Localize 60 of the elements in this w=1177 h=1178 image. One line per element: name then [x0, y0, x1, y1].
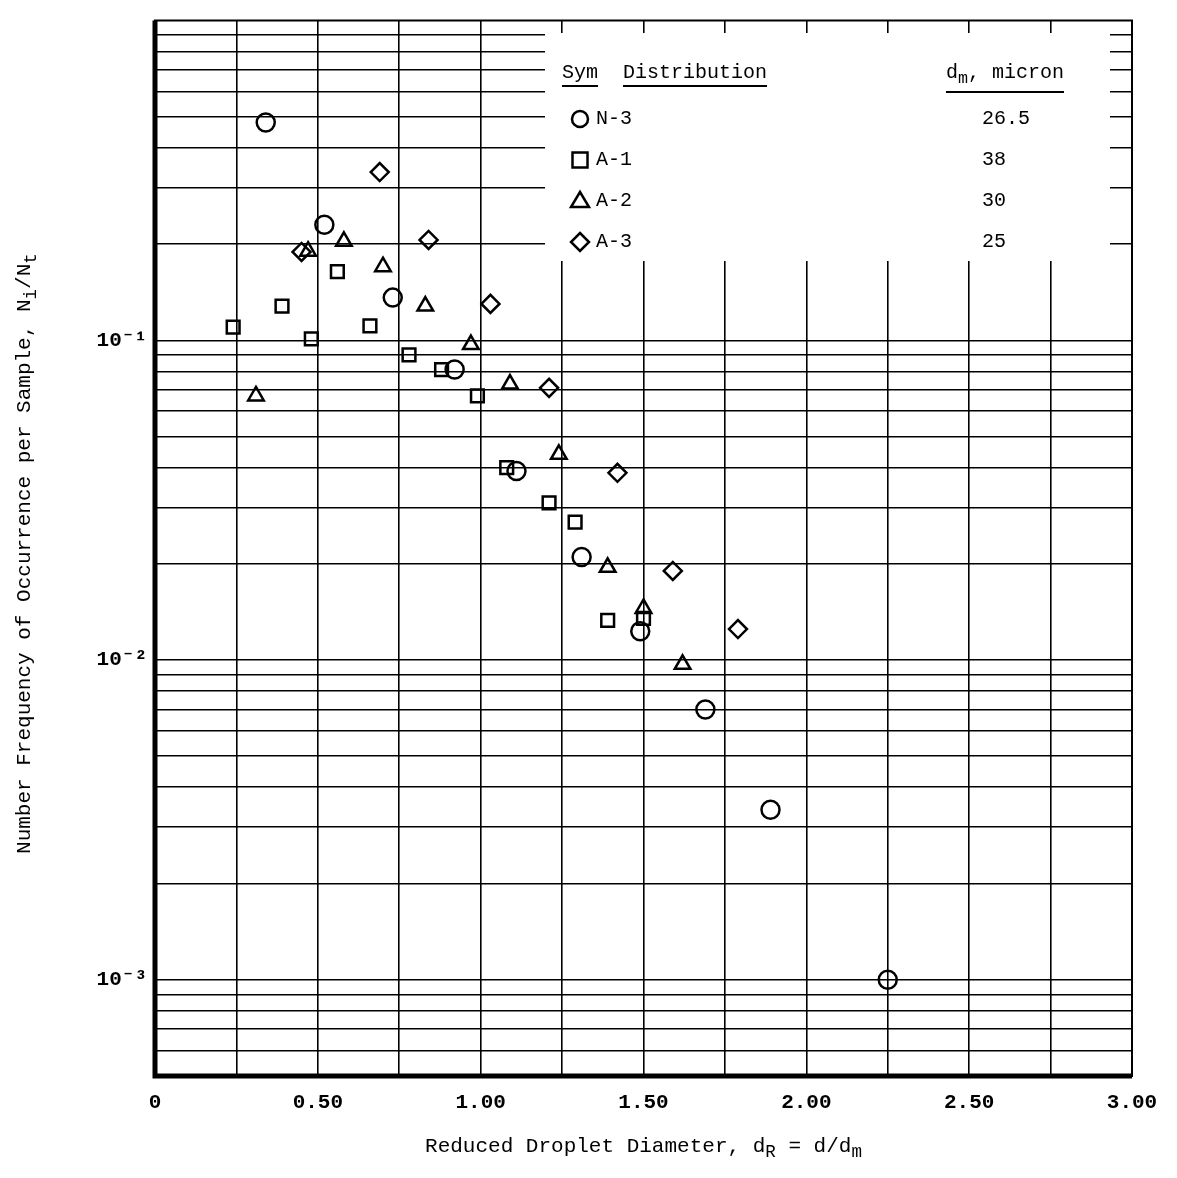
x-tick-label: 2.50 — [943, 1090, 995, 1114]
point — [401, 347, 417, 363]
point — [541, 495, 557, 511]
x-tick-label: 1.00 — [455, 1090, 506, 1114]
point — [255, 112, 276, 133]
point — [373, 256, 393, 273]
y-tick-label: 10⁻² — [96, 648, 147, 672]
annotation: 30 — [982, 188, 1007, 213]
point — [362, 318, 378, 334]
point — [634, 598, 653, 615]
point — [314, 214, 335, 235]
y-tick-label: 10⁻¹ — [96, 328, 147, 352]
point — [433, 361, 450, 378]
point — [499, 459, 515, 476]
point — [538, 377, 560, 399]
point — [225, 319, 241, 335]
x-axis-title: Reduced Droplet Diameter, d$_{R}$ = d/d$_{m}$ — [424, 1135, 863, 1163]
x-tick-label: 3.00 — [1106, 1090, 1158, 1114]
point — [382, 287, 403, 308]
point — [635, 610, 652, 626]
point — [461, 334, 480, 351]
annotation: 26.5 — [982, 106, 1031, 131]
point — [760, 799, 781, 821]
annotation: Distribution — [622, 60, 768, 87]
point — [444, 359, 465, 380]
point — [549, 444, 568, 461]
point — [303, 331, 319, 347]
point — [418, 229, 439, 251]
point — [469, 388, 486, 404]
point — [673, 654, 692, 671]
point — [480, 293, 501, 315]
point — [506, 460, 527, 482]
point — [600, 612, 616, 629]
annotation: Sym — [561, 60, 599, 87]
point — [598, 557, 617, 574]
legend-label: A-2 — [596, 188, 633, 213]
point — [567, 514, 583, 530]
point — [334, 231, 353, 248]
point — [274, 298, 290, 314]
point — [291, 241, 312, 263]
legend-label: N-3 — [596, 106, 633, 131]
x-tick-label: 2.00 — [781, 1090, 832, 1114]
point — [369, 161, 390, 183]
y-tick-label: 10⁻³ — [96, 968, 147, 992]
annotation: 25 — [982, 229, 1007, 254]
point — [329, 264, 345, 280]
annotation: d$_{m}$, micron — [945, 60, 1065, 93]
x-tick-label: 0.50 — [292, 1090, 344, 1114]
point — [629, 621, 651, 642]
annotation: 38 — [982, 147, 1007, 172]
point — [727, 618, 749, 640]
legend-label: A-1 — [596, 147, 633, 172]
x-tick-label: 0 — [148, 1090, 162, 1114]
point — [877, 969, 898, 991]
point — [607, 462, 628, 484]
point — [695, 699, 716, 720]
x-tick-label: 1.50 — [618, 1090, 669, 1114]
legend-label: A-3 — [596, 229, 633, 254]
point — [571, 546, 592, 568]
point — [662, 560, 684, 582]
